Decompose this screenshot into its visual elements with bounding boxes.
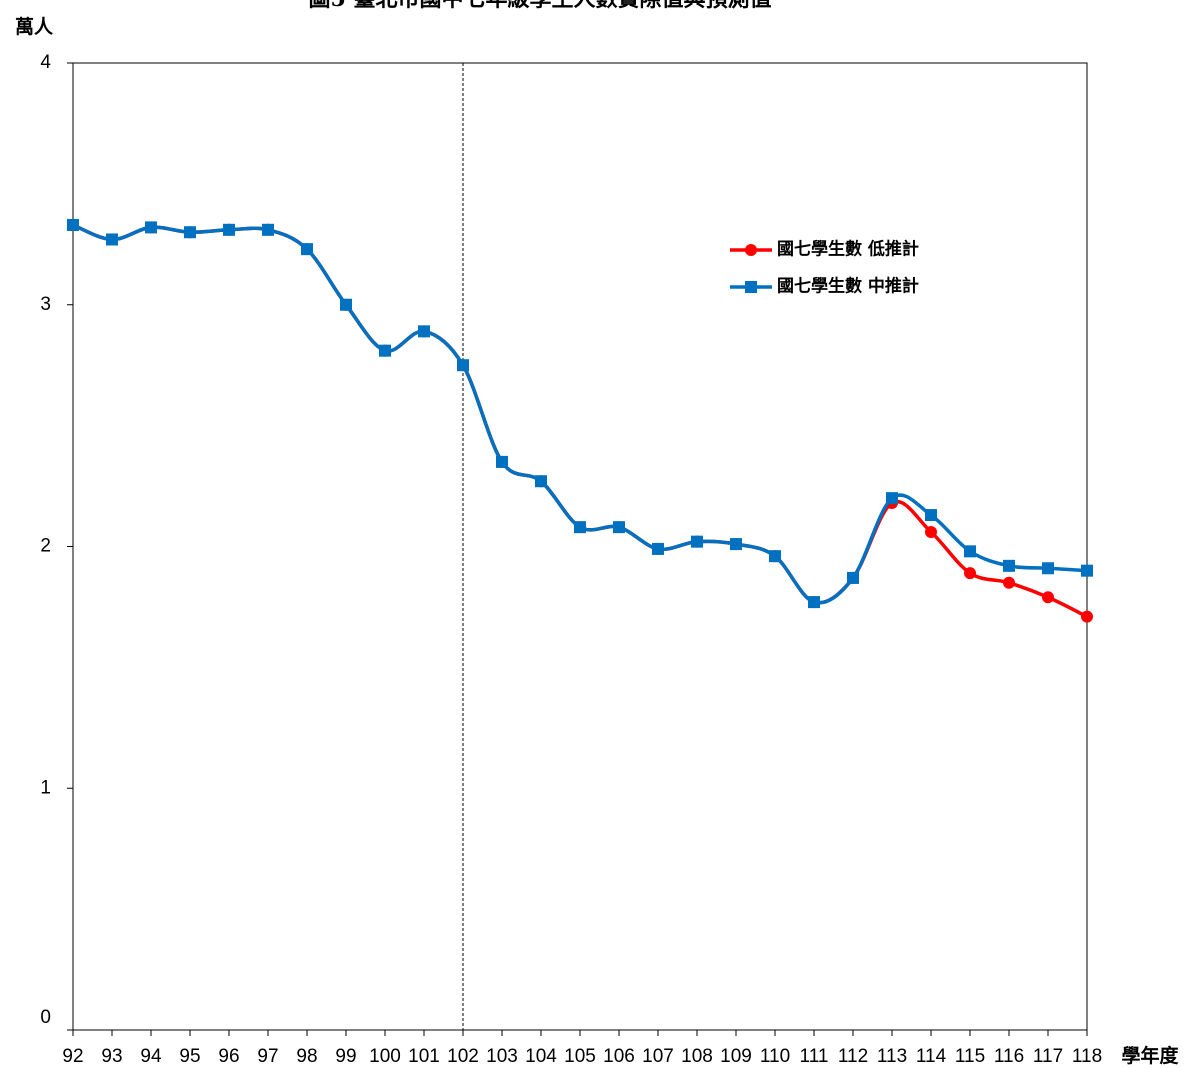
point: [886, 492, 898, 505]
x-tick-label: 97: [257, 1046, 278, 1067]
point: [457, 359, 469, 372]
y-tick-label: 3: [40, 294, 51, 315]
point: [67, 218, 79, 231]
x-tick-label: 94: [140, 1046, 162, 1067]
point: [1081, 610, 1093, 623]
x-tick-label: 100: [369, 1046, 401, 1067]
point: [535, 475, 547, 488]
point: [1081, 564, 1093, 577]
point: [847, 571, 859, 584]
point: [808, 596, 820, 609]
x-tick-label: 111: [800, 1046, 829, 1067]
point: [184, 226, 196, 239]
x-tick-label: 101: [408, 1046, 440, 1067]
point: [691, 535, 703, 548]
point: [769, 550, 781, 563]
point: [379, 344, 391, 357]
y-tick-label: 0: [40, 1007, 51, 1028]
x-tick-label: 108: [681, 1046, 713, 1067]
x-tick-label: 115: [955, 1046, 985, 1067]
x-tick-label: 106: [603, 1046, 635, 1067]
x-tick-label: 109: [720, 1046, 752, 1067]
point: [1042, 591, 1054, 604]
x-tick-label: 110: [760, 1046, 790, 1067]
point: [496, 455, 508, 468]
x-tick-label: 112: [838, 1046, 868, 1067]
legend-label: 國七學生數 中推計: [777, 276, 919, 297]
plot-frame: [72, 62, 1088, 1031]
point: [1042, 562, 1054, 575]
point: [262, 223, 274, 236]
point: [730, 538, 742, 551]
point: [652, 542, 664, 555]
point: [964, 567, 976, 580]
x-tick-label: 117: [1033, 1046, 1063, 1067]
point: [145, 221, 157, 234]
x-tick-label: 113: [877, 1046, 907, 1067]
point: [301, 243, 313, 256]
point: [613, 521, 625, 534]
y-tick-label: 2: [40, 536, 51, 557]
point: [418, 325, 430, 338]
x-tick-label: 105: [564, 1046, 596, 1067]
x-tick-label: 114: [916, 1046, 947, 1067]
x-tick-label: 92: [62, 1046, 83, 1067]
point: [964, 545, 976, 558]
x-axis-label: 學年度: [1121, 1044, 1179, 1067]
x-tick-label: 99: [335, 1046, 356, 1067]
point: [340, 298, 352, 311]
x-tick-label: 118: [1072, 1046, 1102, 1067]
point: [223, 223, 235, 236]
point: [925, 509, 937, 522]
x-tick-label: 104: [525, 1046, 557, 1067]
y-tick-label: 4: [40, 52, 51, 73]
point: [106, 233, 118, 246]
legend-label: 國七學生數 低推計: [777, 239, 919, 260]
x-tick-label: 98: [296, 1046, 317, 1067]
x-tick-label: 95: [179, 1046, 200, 1067]
legend-marker: [745, 281, 757, 293]
point: [1003, 576, 1015, 589]
chart-title: 圖5 臺北市國中七年級學生人數實際值與預測值: [309, 0, 772, 12]
y-tick-label: 1: [40, 777, 51, 798]
point: [574, 521, 586, 534]
x-tick-label: 103: [486, 1046, 518, 1067]
series-line: [72, 223, 1088, 605]
point: [1003, 559, 1015, 572]
point: [925, 525, 937, 538]
x-tick-label: 102: [447, 1046, 479, 1067]
legend-marker: [745, 244, 757, 256]
x-tick-label: 107: [642, 1046, 674, 1067]
x-tick-label: 116: [994, 1046, 1024, 1067]
y-axis-label: 萬人: [15, 16, 54, 38]
x-tick-label: 96: [218, 1046, 239, 1067]
series-line: [72, 223, 1088, 619]
x-tick-label: 93: [101, 1046, 122, 1067]
